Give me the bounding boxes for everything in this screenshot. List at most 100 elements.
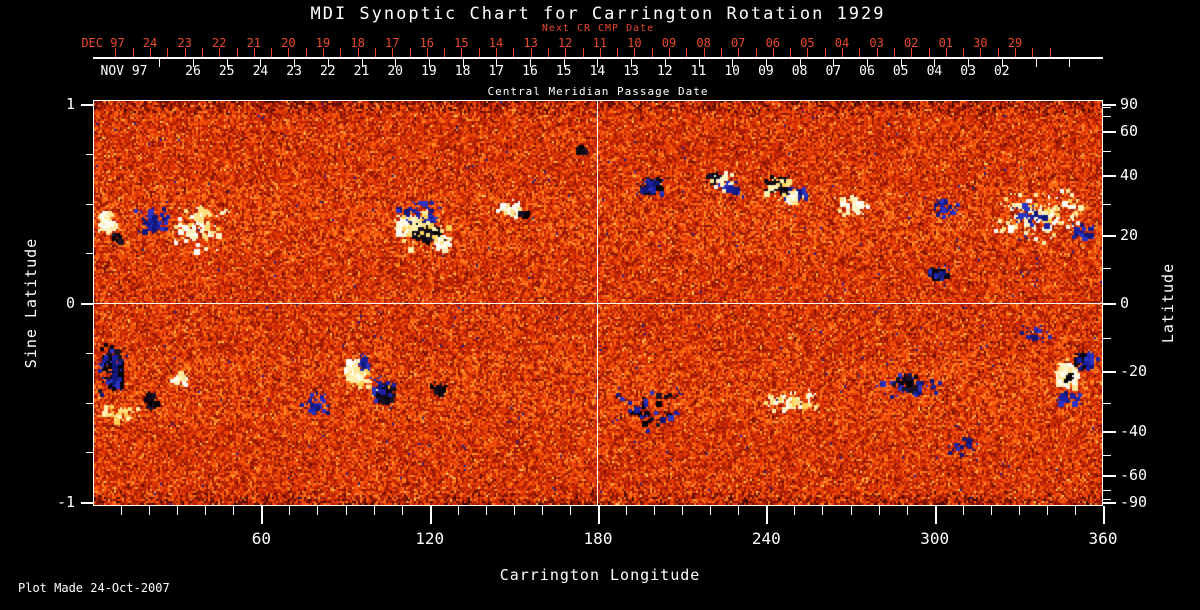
- cmp-tick: [1035, 59, 1037, 67]
- next-cr-day-label: 13: [523, 36, 538, 50]
- longitude-tick-label: 360: [1088, 529, 1118, 548]
- next-cr-tick: [305, 48, 307, 58]
- cmp-tick: [799, 59, 801, 67]
- cmp-axis-line: [93, 57, 1103, 59]
- sine-latitude-minor-tick: [86, 452, 93, 454]
- next-cr-tick: [132, 48, 134, 58]
- longitude-major-tick: [429, 506, 432, 524]
- longitude-minor-tick: [121, 506, 123, 515]
- longitude-minor-tick: [289, 506, 291, 515]
- next-cr-tick: [167, 48, 169, 58]
- longitude-minor-tick: [149, 506, 151, 515]
- next-cr-day-label: 14: [488, 36, 504, 50]
- cmp-tick: [294, 59, 296, 67]
- next-cr-tick: [478, 48, 480, 58]
- cmp-day-label: 06: [859, 64, 875, 79]
- longitude-minor-tick: [654, 506, 656, 515]
- longitude-minor-tick: [569, 506, 571, 515]
- cmp-day-label: 23: [286, 64, 302, 79]
- cmp-tick: [159, 59, 161, 67]
- next-cr-day-label: 17: [384, 36, 400, 50]
- next-cr-tick: [790, 48, 792, 58]
- longitude-major-tick: [598, 506, 600, 524]
- sine-latitude-minor-tick: [86, 253, 93, 255]
- next-cr-tick: [409, 48, 411, 58]
- longitude-minor-tick: [205, 506, 207, 515]
- equator-gridline: [94, 303, 1102, 304]
- next-cr-tick: [444, 48, 446, 58]
- sine-latitude-major-tick: [81, 502, 93, 504]
- next-cr-tick: [374, 48, 376, 58]
- cmp-day-label: 22: [319, 64, 336, 79]
- latitude-major-tick: [1103, 502, 1116, 504]
- latitude-major-tick: [1103, 430, 1116, 433]
- nov97-month-label: NOV 97: [100, 64, 148, 79]
- next-cr-cmp-date-label: Next CR CMP Date: [541, 23, 655, 34]
- next-cr-tick: [703, 48, 705, 58]
- cmp-tick: [462, 59, 464, 67]
- next-cr-tick: [530, 48, 532, 58]
- cmp-tick: [900, 59, 902, 67]
- cmp-tick: [597, 59, 599, 67]
- longitude-major-tick: [766, 506, 769, 524]
- cmp-tick: [327, 59, 329, 67]
- longitude-minor-tick: [1074, 506, 1076, 515]
- cmp-day-label: 26: [185, 64, 201, 79]
- cmp-tick: [226, 59, 228, 67]
- cmp-day-label: 05: [892, 64, 909, 79]
- next-cr-tick: [201, 48, 203, 58]
- cmp-tick: [563, 59, 565, 67]
- next-cr-day-label: 20: [281, 36, 296, 50]
- cmp-tick: [698, 59, 700, 67]
- next-cr-day-label: 19: [315, 36, 331, 50]
- latitude-minor-tick: [1103, 489, 1111, 491]
- cmp-day-label: 19: [421, 64, 437, 79]
- next-cr-day-label: 18: [350, 36, 365, 50]
- next-cr-tick: [859, 48, 861, 58]
- next-cr-tick: [980, 48, 982, 58]
- longitude-major-tick: [1103, 506, 1105, 524]
- next-cr-tick: [288, 48, 290, 58]
- sine-latitude-major-tick: [81, 303, 93, 305]
- cmp-tick: [1069, 59, 1071, 67]
- carrington-longitude-axis-title: Carrington Longitude: [499, 566, 701, 584]
- next-cr-tick: [219, 48, 221, 58]
- next-cr-day-label: 30: [973, 36, 988, 50]
- cmp-tick: [530, 59, 531, 67]
- longitude-minor-tick: [457, 506, 459, 515]
- cmp-day-label: 17: [488, 64, 505, 79]
- next-cr-tick: [599, 48, 601, 58]
- next-cr-day-label: 12: [557, 36, 573, 50]
- cmp-tick: [428, 59, 430, 67]
- next-cr-tick: [876, 48, 878, 58]
- longitude-tick-label: 120: [415, 529, 445, 548]
- cmp-tick: [193, 59, 194, 67]
- sine-latitude-tick-label: 1: [65, 95, 75, 113]
- cmp-tick: [1001, 59, 1003, 67]
- next-cr-tick: [513, 48, 515, 58]
- next-cr-tick: [184, 48, 186, 58]
- cmp-tick: [361, 59, 363, 67]
- longitude-minor-tick: [990, 506, 992, 515]
- latitude-major-tick: [1103, 234, 1116, 237]
- cmp-day-label: 11: [690, 64, 707, 79]
- latitude-minor-tick: [1103, 268, 1111, 270]
- latitude-minor-tick: [1103, 116, 1111, 117]
- cmp-tick: [934, 59, 936, 67]
- next-cr-tick: [617, 48, 619, 58]
- next-cr-tick: [807, 48, 809, 58]
- next-cr-tick: [686, 48, 688, 58]
- cmp-day-label: 08: [791, 64, 808, 79]
- longitude-minor-tick: [177, 506, 179, 515]
- cmp-day-label: 16: [522, 64, 538, 79]
- next-cr-day-label: 24: [142, 36, 158, 50]
- latitude-minor-tick: [1103, 498, 1111, 500]
- next-cr-tick: [392, 48, 394, 58]
- longitude-minor-tick: [485, 506, 487, 515]
- longitude-minor-tick: [345, 506, 347, 515]
- next-cr-tick: [738, 48, 740, 58]
- cmp-day-label: 24: [252, 64, 269, 79]
- cmp-day-label: 21: [353, 64, 370, 79]
- longitude-minor-tick: [1046, 506, 1048, 515]
